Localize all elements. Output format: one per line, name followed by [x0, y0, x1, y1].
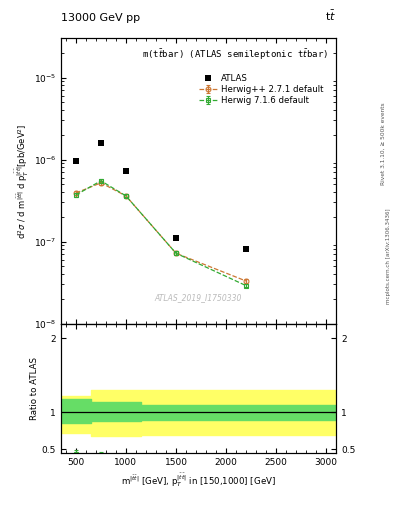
Y-axis label: d$^2\sigma$ / d m$^{|\bar{t}\bar{t}|}$ d p$_T^{|\bar{t}\bar{t}|}$[pb/GeV$^2$]: d$^2\sigma$ / d m$^{|\bar{t}\bar{t}|}$ d… — [13, 123, 31, 239]
X-axis label: m$^{|\bar{t}\bar{t}|}$ [GeV], p$_T^{|\bar{t}\bar{t}|}$ in [150,1000] [GeV]: m$^{|\bar{t}\bar{t}|}$ [GeV], p$_T^{|\ba… — [121, 471, 276, 488]
ATLAS — [174, 235, 178, 241]
Line: ATLAS: ATLAS — [73, 140, 249, 252]
Text: m(t$\bar{t}$bar) (ATLAS semileptonic t$\bar{t}$bar): m(t$\bar{t}$bar) (ATLAS semileptonic t$\… — [142, 47, 328, 62]
Y-axis label: Ratio to ATLAS: Ratio to ATLAS — [30, 357, 39, 420]
ATLAS — [244, 246, 248, 252]
ATLAS — [99, 140, 103, 146]
Text: ATLAS_2019_I1750330: ATLAS_2019_I1750330 — [155, 293, 242, 303]
Text: t$\bar{t}$: t$\bar{t}$ — [325, 9, 336, 23]
Text: Rivet 3.1.10, ≥ 500k events: Rivet 3.1.10, ≥ 500k events — [381, 102, 386, 185]
Legend: ATLAS, Herwig++ 2.7.1 default, Herwig 7.1.6 default: ATLAS, Herwig++ 2.7.1 default, Herwig 7.… — [196, 71, 326, 108]
Text: mcplots.cern.ch [arXiv:1306.3436]: mcplots.cern.ch [arXiv:1306.3436] — [386, 208, 391, 304]
ATLAS — [123, 168, 128, 174]
ATLAS — [73, 158, 78, 164]
Text: 13000 GeV pp: 13000 GeV pp — [61, 13, 140, 23]
